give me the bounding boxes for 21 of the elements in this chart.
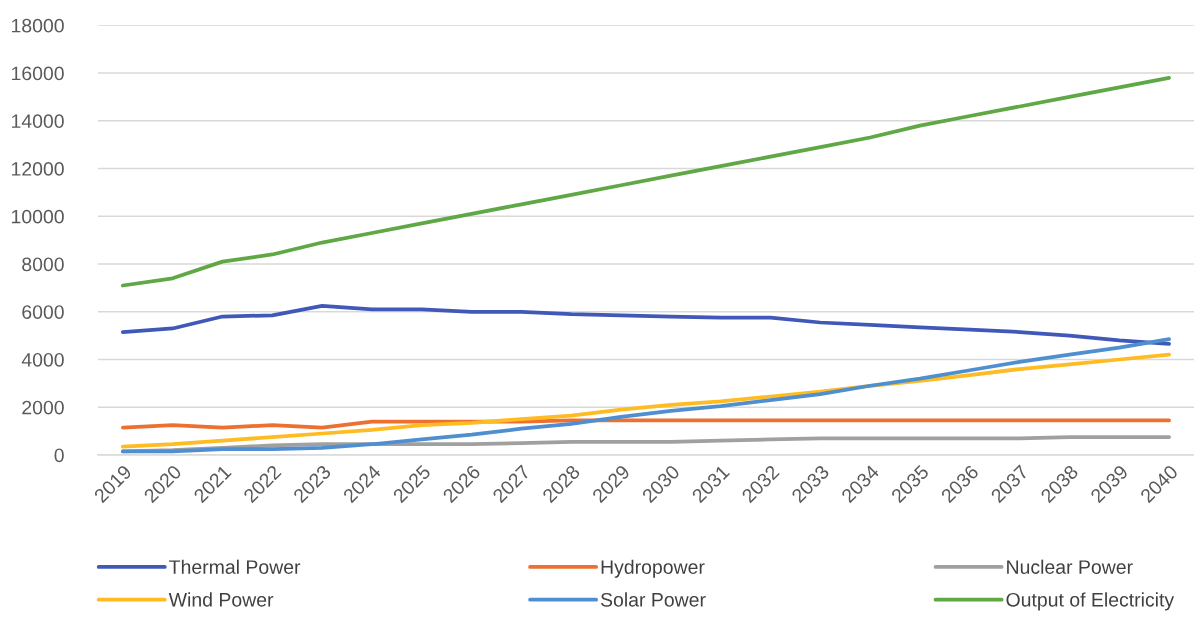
line-series [120, 337, 1171, 454]
y-tick-label: 14000 [11, 114, 64, 129]
line-series [120, 303, 1171, 346]
y-tick-label: 12000 [11, 162, 64, 176]
legend-label: Nuclear Power [1007, 559, 1133, 574]
y-tick-label: 2000 [22, 400, 64, 415]
legend-label: Thermal Power [169, 559, 301, 574]
y-tick-label: 6000 [22, 305, 64, 319]
legend-label: Solar Power [600, 592, 706, 607]
line-series [120, 352, 1171, 449]
y-tick-label: 16000 [11, 66, 64, 81]
y-tick-label: 8000 [22, 257, 64, 272]
y-tick-label: 10000 [11, 209, 64, 224]
legend-label: Output of Electricity [1006, 592, 1175, 611]
y-tick-label: 4000 [21, 352, 64, 367]
legend-label: Hydropower [601, 559, 705, 578]
legend-label: Wind Power [168, 592, 274, 607]
y-tick-label: 18000 [11, 18, 64, 33]
line-series [120, 418, 1171, 430]
y-tick-label: 0 [54, 448, 64, 463]
line-series [120, 75, 1171, 288]
